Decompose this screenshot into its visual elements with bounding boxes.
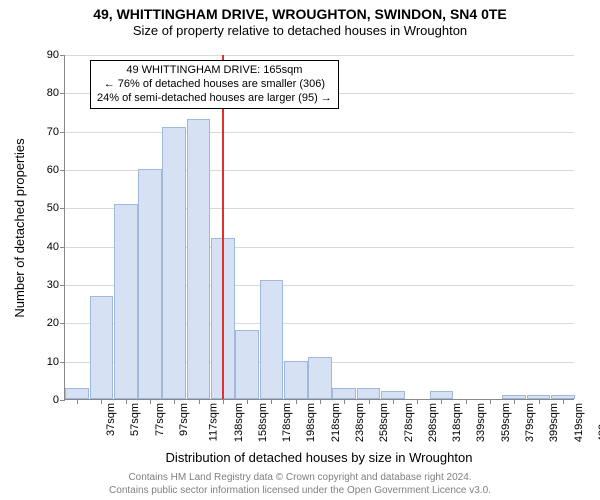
x-tick-mark — [101, 399, 102, 404]
x-tick-label: 359sqm — [500, 403, 512, 442]
x-tick-label: 278sqm — [403, 403, 415, 442]
bar — [138, 169, 162, 399]
x-tick-mark — [441, 399, 442, 404]
bar — [308, 357, 332, 399]
y-axis-label: Number of detached properties — [12, 128, 27, 328]
x-tick-label: 379sqm — [524, 403, 536, 442]
y-tick-mark — [60, 55, 65, 56]
x-tick-mark — [514, 399, 515, 404]
y-tick-mark — [60, 400, 65, 401]
page-subtitle: Size of property relative to detached ho… — [0, 23, 600, 39]
x-tick-label: 318sqm — [451, 403, 463, 442]
footer: Contains HM Land Registry data © Crown c… — [0, 472, 600, 497]
x-tick-mark — [174, 399, 175, 404]
x-tick-mark — [320, 399, 321, 404]
x-tick-mark — [466, 399, 467, 404]
x-tick-label: 97sqm — [178, 403, 190, 436]
y-tick-mark — [60, 93, 65, 94]
y-tick-mark — [60, 170, 65, 171]
info-line3: 24% of semi-detached houses are larger (… — [97, 92, 332, 106]
x-tick-mark — [296, 399, 297, 404]
footer-line1: Contains HM Land Registry data © Crown c… — [0, 472, 600, 485]
y-tick-label: 30 — [47, 279, 59, 291]
x-tick-label: 37sqm — [105, 403, 117, 436]
x-tick-mark — [223, 399, 224, 404]
info-box: 49 WHITTINGHAM DRIVE: 165sqm ← 76% of de… — [90, 60, 339, 109]
x-tick-label: 258sqm — [378, 403, 390, 442]
bar — [332, 388, 356, 400]
bar — [430, 391, 454, 399]
y-tick-label: 80 — [47, 87, 59, 99]
y-tick-mark — [60, 362, 65, 363]
x-tick-mark — [199, 399, 200, 404]
y-tick-label: 20 — [47, 317, 59, 329]
chart-container: 49, WHITTINGHAM DRIVE, WROUGHTON, SWINDO… — [0, 0, 600, 500]
bar — [187, 119, 211, 399]
y-tick-label: 10 — [47, 356, 59, 368]
x-tick-label: 339sqm — [476, 403, 488, 442]
y-tick-label: 90 — [47, 49, 59, 61]
x-tick-mark — [563, 399, 564, 404]
x-tick-mark — [150, 399, 151, 404]
x-tick-mark — [271, 399, 272, 404]
x-axis-label: Distribution of detached houses by size … — [64, 450, 574, 465]
x-tick-mark — [393, 399, 394, 404]
bar — [162, 127, 186, 399]
y-tick-label: 40 — [47, 241, 59, 253]
y-tick-mark — [60, 323, 65, 324]
y-tick-label: 0 — [53, 394, 59, 406]
x-tick-label: 178sqm — [281, 403, 293, 442]
bar — [357, 388, 381, 400]
x-tick-mark — [369, 399, 370, 404]
bar — [260, 280, 284, 399]
x-tick-mark — [539, 399, 540, 404]
y-tick-mark — [60, 132, 65, 133]
x-tick-label: 298sqm — [427, 403, 439, 442]
x-tick-label: 77sqm — [154, 403, 166, 436]
x-tick-mark — [344, 399, 345, 404]
x-tick-label: 198sqm — [306, 403, 318, 442]
footer-line2: Contains public sector information licen… — [0, 485, 600, 498]
x-tick-mark — [490, 399, 491, 404]
gridline — [65, 132, 574, 133]
x-tick-label: 57sqm — [129, 403, 141, 436]
y-tick-label: 50 — [47, 202, 59, 214]
info-line1: 49 WHITTINGHAM DRIVE: 165sqm — [97, 64, 332, 78]
x-tick-mark — [77, 399, 78, 404]
x-tick-label: 419sqm — [573, 403, 585, 442]
x-tick-label: 399sqm — [548, 403, 560, 442]
bar — [284, 361, 308, 399]
page-title: 49, WHITTINGHAM DRIVE, WROUGHTON, SWINDO… — [0, 0, 600, 23]
x-tick-mark — [247, 399, 248, 404]
x-tick-label: 138sqm — [233, 403, 245, 442]
y-tick-mark — [60, 285, 65, 286]
bar — [114, 204, 138, 400]
x-tick-mark — [126, 399, 127, 404]
bar — [65, 388, 89, 400]
y-tick-label: 60 — [47, 164, 59, 176]
bar — [235, 330, 259, 399]
bar — [90, 296, 114, 400]
y-tick-mark — [60, 247, 65, 248]
bar — [381, 391, 405, 399]
y-tick-label: 70 — [47, 126, 59, 138]
x-tick-label: 238sqm — [354, 403, 366, 442]
x-tick-label: 158sqm — [257, 403, 269, 442]
info-line2: ← 76% of detached houses are smaller (30… — [97, 78, 332, 92]
gridline — [65, 55, 574, 56]
y-tick-mark — [60, 208, 65, 209]
x-tick-label: 218sqm — [330, 403, 342, 442]
x-tick-mark — [417, 399, 418, 404]
x-tick-label: 117sqm — [208, 403, 220, 441]
